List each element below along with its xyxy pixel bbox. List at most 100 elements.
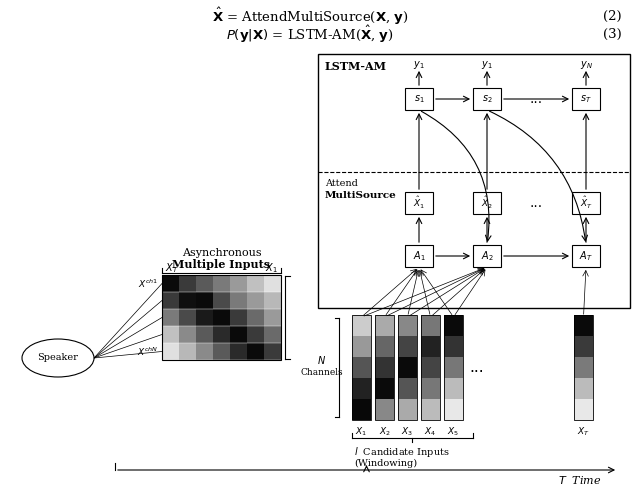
Text: ...: ... [470,360,484,375]
Text: (2): (2) [604,10,622,22]
Bar [574,315,593,336]
Bar [162,275,281,360]
Bar [574,399,593,420]
Bar [264,326,281,343]
Bar [318,54,630,308]
Bar [247,309,264,326]
Bar [230,309,247,326]
Text: $X_T$: $X_T$ [577,426,590,438]
Bar [179,292,196,309]
Bar [162,292,179,309]
Bar [405,192,433,214]
Bar [398,357,417,378]
Text: $X^{chN}$: $X^{chN}$ [137,345,158,357]
Bar [213,292,230,309]
Bar [375,357,394,378]
Bar [572,245,600,267]
Text: $l$  Candidate Inputs: $l$ Candidate Inputs [354,445,450,459]
Bar [572,192,600,214]
Ellipse shape [22,339,94,377]
Text: $A_2$: $A_2$ [481,249,493,263]
Text: $X_5$: $X_5$ [447,426,460,438]
Bar [444,315,463,420]
Text: MultiSource: MultiSource [325,190,397,200]
Bar [421,315,440,336]
Text: $y_1$: $y_1$ [481,59,493,71]
Text: $X_2$: $X_2$ [378,426,390,438]
Bar [264,309,281,326]
Bar [247,292,264,309]
Text: $A_1$: $A_1$ [413,249,426,263]
Bar [375,399,394,420]
Bar [398,378,417,399]
Bar [264,275,281,292]
Bar [179,309,196,326]
Bar [375,315,394,420]
Bar [264,292,281,309]
Bar [444,336,463,357]
Bar [375,378,394,399]
Bar [196,343,213,360]
Text: $X_1$: $X_1$ [266,261,278,275]
Bar [444,378,463,399]
Text: ...: ... [530,196,543,210]
Text: ...: ... [530,92,543,106]
Bar [574,357,593,378]
Text: $X_1$: $X_1$ [355,426,367,438]
Bar [196,309,213,326]
Bar [247,343,264,360]
Text: $X_4$: $X_4$ [424,426,436,438]
Bar [162,326,179,343]
Bar [421,336,440,357]
Bar [213,309,230,326]
Text: $s_1$: $s_1$ [413,93,424,105]
Text: $\hat{X}_T$: $\hat{X}_T$ [580,195,593,211]
Bar [398,336,417,357]
Bar [247,275,264,292]
Bar [398,315,417,420]
Bar [264,343,281,360]
Text: $\hat{X}_2$: $\hat{X}_2$ [481,195,493,211]
Text: $X_T$: $X_T$ [165,261,179,275]
Bar [352,357,371,378]
Text: $X^{ch1}$: $X^{ch1}$ [138,277,158,290]
Text: Channels: Channels [301,368,343,377]
Bar [405,245,433,267]
Bar [444,315,463,336]
Bar [213,326,230,343]
Bar [375,315,394,336]
Text: $X_3$: $X_3$ [401,426,413,438]
Bar [398,315,417,336]
Bar [352,399,371,420]
Text: $s_2$: $s_2$ [482,93,492,105]
Bar [421,357,440,378]
Bar [196,292,213,309]
Bar [213,343,230,360]
Text: (3): (3) [604,27,622,40]
Bar [405,88,433,110]
Text: $T$  Time: $T$ Time [558,474,602,486]
Bar [444,399,463,420]
Bar [352,336,371,357]
Text: Multiple Inputs: Multiple Inputs [172,259,271,269]
Bar [230,326,247,343]
Bar [230,343,247,360]
Text: $N$: $N$ [317,355,326,367]
Text: Attend: Attend [325,180,358,188]
Bar [473,88,501,110]
Text: $y_1$: $y_1$ [413,59,425,71]
Bar [162,343,179,360]
Text: $\hat{\mathbf{X}}$ = AttendMultiSource($\mathbf{X}$, $\mathbf{y}$): $\hat{\mathbf{X}}$ = AttendMultiSource($… [212,5,408,27]
Bar [213,275,230,292]
Bar [179,275,196,292]
Bar [444,357,463,378]
Bar [572,88,600,110]
Bar [196,326,213,343]
Bar [421,399,440,420]
Bar [179,326,196,343]
Text: $y_N$: $y_N$ [580,59,593,71]
Bar [230,275,247,292]
Text: LSTM-AM: LSTM-AM [325,61,387,73]
Text: (Windowing): (Windowing) [354,458,417,468]
Bar [162,309,179,326]
